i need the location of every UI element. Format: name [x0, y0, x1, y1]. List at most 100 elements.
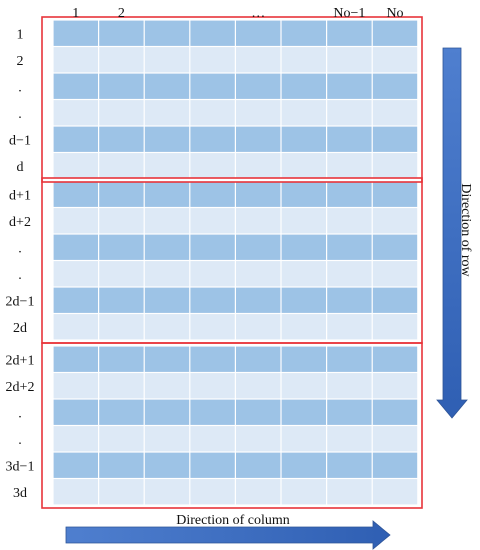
grid-cell	[99, 452, 144, 478]
grid-cell	[53, 314, 98, 340]
column-label: 1	[72, 6, 79, 21]
column-direction-label: Direction of column	[176, 513, 290, 528]
grid-cell	[144, 479, 190, 505]
grid-cell	[281, 426, 326, 452]
grid-cell	[236, 47, 281, 73]
grid-cell	[99, 261, 144, 287]
grid-cell	[99, 346, 144, 372]
grid-cell	[372, 73, 418, 99]
grid-cell	[236, 346, 281, 372]
grid-cell	[144, 73, 190, 99]
grid-cell	[281, 73, 326, 99]
grid-cell	[236, 73, 281, 99]
grid-cell	[53, 452, 98, 478]
grid-cell	[144, 20, 190, 46]
grid-cell	[144, 426, 190, 452]
column-labels: 1 2 … No−1 No	[72, 6, 403, 21]
column-label: 2	[118, 6, 125, 21]
row-label: 1	[17, 27, 24, 42]
grid-cell	[144, 452, 190, 478]
grid-cell	[190, 73, 235, 99]
row-label: 3d−1	[6, 459, 35, 474]
grid-cell	[190, 261, 235, 287]
grid-cell	[53, 181, 98, 207]
grid-cell	[327, 20, 372, 46]
grid-cell	[281, 314, 326, 340]
grid-cell	[372, 100, 418, 126]
grid-cell	[99, 287, 144, 313]
grid-cell	[327, 346, 372, 372]
grid-cell	[144, 100, 190, 126]
column-label: No	[386, 6, 403, 21]
grid-cell	[281, 20, 326, 46]
row-labels: 1 2.. d−1 d d+1 d+2.. 2d−1 2d 2d+1 2d+2.. 3d−1 3d	[6, 27, 35, 501]
grid-cell	[281, 261, 326, 287]
grid-cell	[281, 181, 326, 207]
grid-cell	[281, 47, 326, 73]
grid-cell	[327, 100, 372, 126]
grid-cell	[190, 314, 235, 340]
grid-cell	[99, 234, 144, 260]
grid-cell	[327, 126, 372, 152]
grid-cell	[144, 399, 190, 425]
grid-cell	[236, 181, 281, 207]
grid-cell	[327, 314, 372, 340]
row-label: d+1	[9, 188, 31, 203]
row-label: .	[18, 433, 22, 448]
grid-cell	[99, 373, 144, 399]
grid-cell	[327, 73, 372, 99]
row-label: .	[18, 241, 22, 256]
grid-cell	[327, 452, 372, 478]
grid-cell	[372, 261, 418, 287]
grid-cell	[144, 181, 190, 207]
row-label: 2d+1	[6, 353, 35, 368]
block-outlines	[41, 16, 423, 509]
grid-cell	[281, 126, 326, 152]
grid-cell	[281, 208, 326, 234]
grid-cell	[190, 100, 235, 126]
row-label: .	[18, 80, 22, 95]
grid-cell	[281, 234, 326, 260]
grid-cell	[53, 73, 98, 99]
grid-cell	[53, 261, 98, 287]
grid-cell	[99, 399, 144, 425]
grid-cell	[236, 20, 281, 46]
grid-cell	[372, 426, 418, 452]
grid-cell	[372, 479, 418, 505]
grid-cell	[327, 153, 372, 179]
grid-cell	[236, 126, 281, 152]
grid-cell	[144, 126, 190, 152]
grid-cell	[281, 399, 326, 425]
block-outline	[41, 16, 423, 183]
row-label: 2d+2	[6, 380, 35, 395]
grid-cell	[144, 261, 190, 287]
grid-cell	[281, 287, 326, 313]
row-label: 2d−1	[6, 294, 35, 309]
row-label: 2d	[13, 321, 27, 336]
grid-cell	[53, 100, 98, 126]
grid-cell	[236, 399, 281, 425]
grid-cell	[327, 399, 372, 425]
grid-cell	[190, 181, 235, 207]
row-label: d−1	[9, 133, 31, 148]
row-arrow-shape	[436, 47, 468, 419]
grid-cell	[190, 399, 235, 425]
grid-cell	[236, 100, 281, 126]
grid-cell	[372, 234, 418, 260]
grid-cell	[281, 479, 326, 505]
grid-cell	[53, 287, 98, 313]
grid-cell	[99, 100, 144, 126]
grid-cell	[53, 479, 98, 505]
row-label: 3d	[13, 486, 27, 501]
grid-cell	[53, 346, 98, 372]
grid-cell	[53, 234, 98, 260]
column-direction-arrow: Direction of column	[65, 513, 391, 550]
grid-cell	[327, 208, 372, 234]
grid-cell	[281, 373, 326, 399]
grid-cell	[144, 346, 190, 372]
grid-cell	[372, 399, 418, 425]
grid-cell	[144, 314, 190, 340]
grid-cell	[53, 47, 98, 73]
grid-cell	[372, 346, 418, 372]
